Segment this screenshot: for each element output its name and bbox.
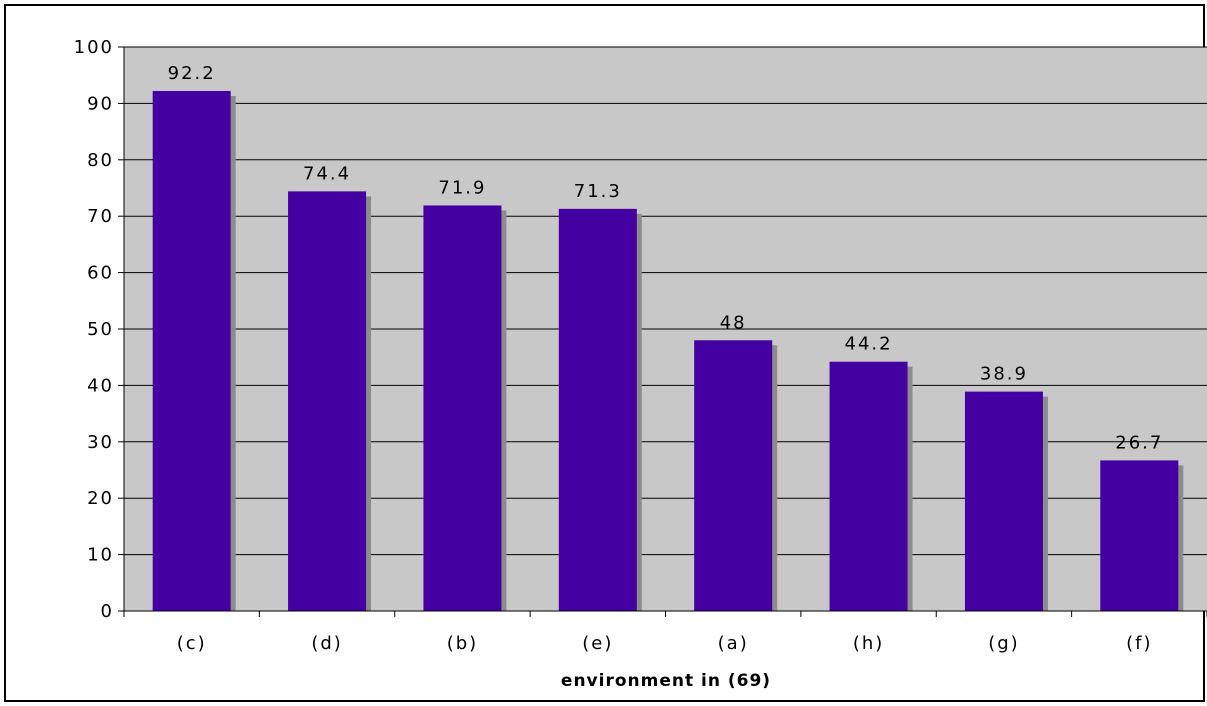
bar: [558, 208, 637, 612]
y-tick-label: 60: [87, 263, 114, 284]
x-tick-label: (a): [718, 633, 749, 654]
bar: [964, 391, 1043, 611]
y-tick-label: 10: [87, 545, 114, 566]
y-tick-label: 90: [87, 93, 114, 114]
bar: [694, 340, 773, 611]
y-tick-label: 70: [87, 206, 114, 227]
y-tick-label: 80: [87, 150, 114, 171]
bar: [423, 205, 502, 611]
data-label: 44.2: [845, 334, 893, 355]
y-tick-label: 20: [87, 488, 114, 509]
bar-chart: 0 10 20 30 40 50 60 70 80 90 100 92.2 (c) 74.4 (d) 71.9…: [74, 37, 1207, 691]
x-tick-label: (g): [988, 633, 1019, 654]
x-tick-label: (f): [1126, 633, 1152, 654]
bar: [152, 90, 231, 611]
data-label: 48: [720, 312, 747, 333]
data-label: 71.3: [574, 181, 622, 202]
x-axis-title: environment in (69): [561, 671, 771, 691]
data-label: 92.2: [168, 63, 216, 84]
y-tick-label: 30: [87, 432, 114, 453]
x-tick-label: (c): [177, 633, 207, 654]
x-tick-label: (b): [447, 633, 478, 654]
data-label: 38.9: [980, 364, 1028, 385]
y-tick-label: 50: [87, 319, 114, 340]
y-tick-label: 0: [101, 601, 114, 622]
chart-frame: 0 10 20 30 40 50 60 70 80 90 100 92.2 (c) 74.4 (d) 71.9…: [4, 4, 1207, 702]
bar: [288, 191, 367, 611]
data-label: 74.4: [303, 163, 351, 184]
x-tick-label: (h): [853, 633, 884, 654]
x-tick-label: (e): [582, 633, 613, 654]
bar: [1100, 460, 1179, 611]
y-tick-label: 40: [87, 375, 114, 396]
bar: [829, 361, 908, 611]
x-tick-label: (d): [311, 633, 342, 654]
data-label: 71.9: [438, 177, 486, 198]
y-tick-label: 100: [74, 37, 114, 58]
data-label: 26.7: [1115, 432, 1163, 453]
